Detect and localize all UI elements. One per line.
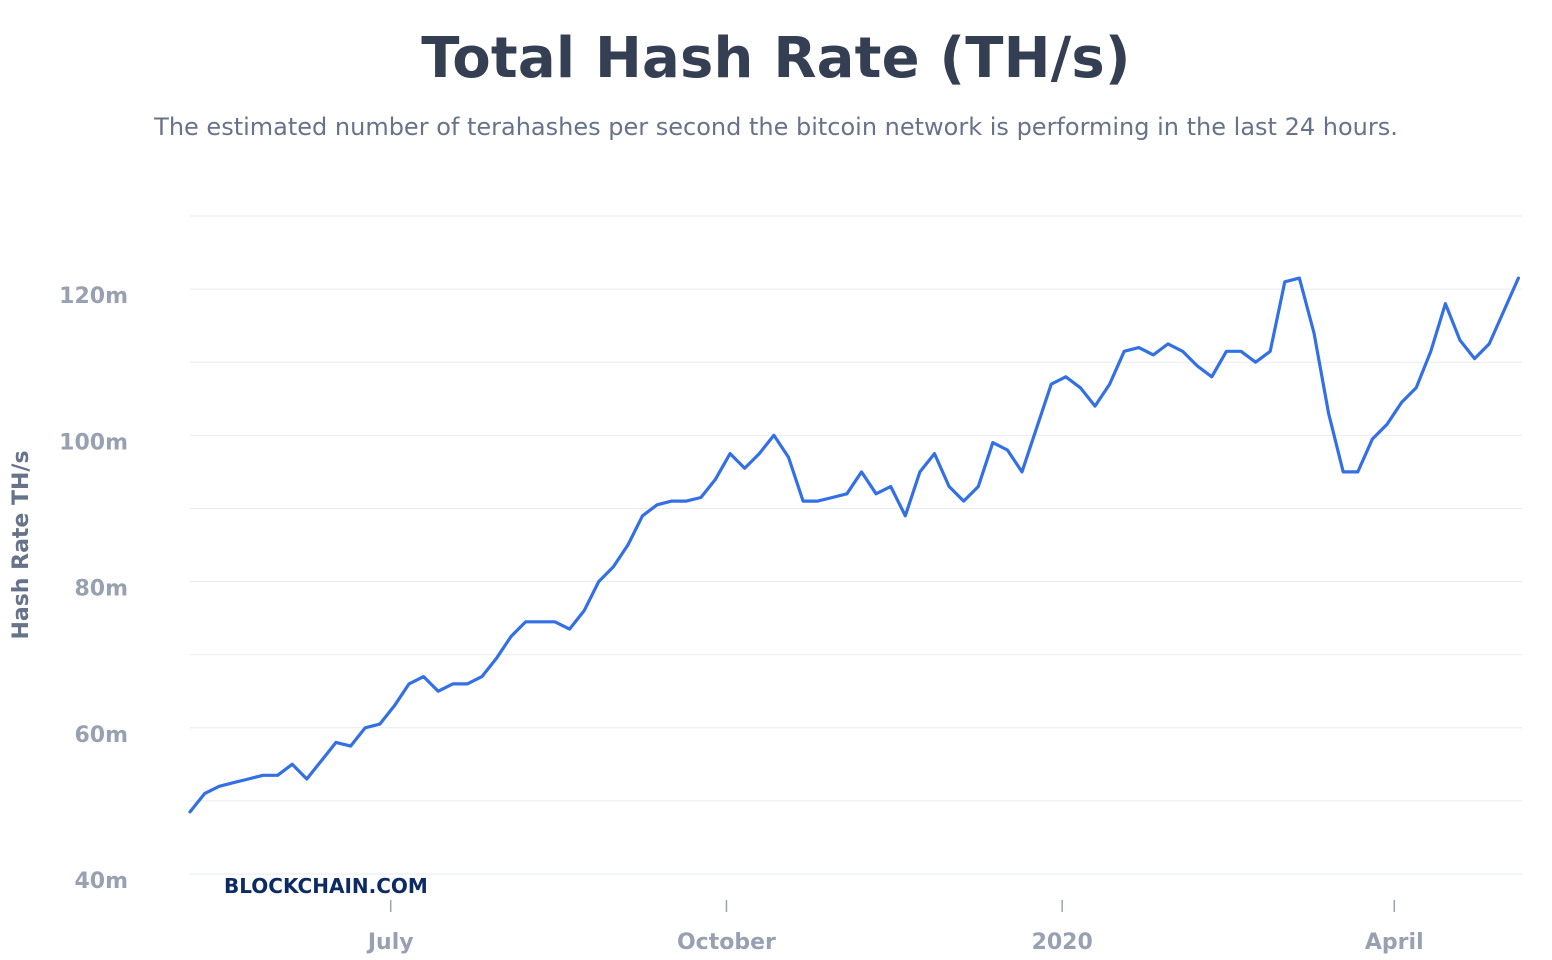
- y-tick-label: 120m: [59, 284, 128, 309]
- chart-subtitle: The estimated number of terahashes per s…: [154, 113, 1398, 141]
- chart-title: Total Hash Rate (TH/s): [421, 26, 1131, 91]
- grid-lines: [190, 215, 1522, 875]
- y-axis-ticks: 40m 60m 80m 100m 120m: [59, 284, 128, 894]
- y-axis-label: Hash Rate TH/s: [9, 450, 34, 639]
- y-tick-label: 40m: [74, 869, 128, 894]
- x-tick-label: 2020: [1032, 930, 1093, 955]
- blockchain-logo-text: BLOCKCHAIN.COM: [224, 874, 428, 898]
- x-tick-label: July: [366, 930, 414, 955]
- x-tick-label: October: [677, 930, 776, 955]
- x-tick-label: April: [1365, 930, 1424, 955]
- y-tick-label: 60m: [74, 723, 128, 748]
- y-tick-label: 100m: [59, 430, 128, 455]
- y-tick-label: 80m: [74, 577, 128, 602]
- x-axis-ticks: July October 2020 April: [366, 900, 1424, 955]
- hash-rate-line: [188, 276, 1520, 814]
